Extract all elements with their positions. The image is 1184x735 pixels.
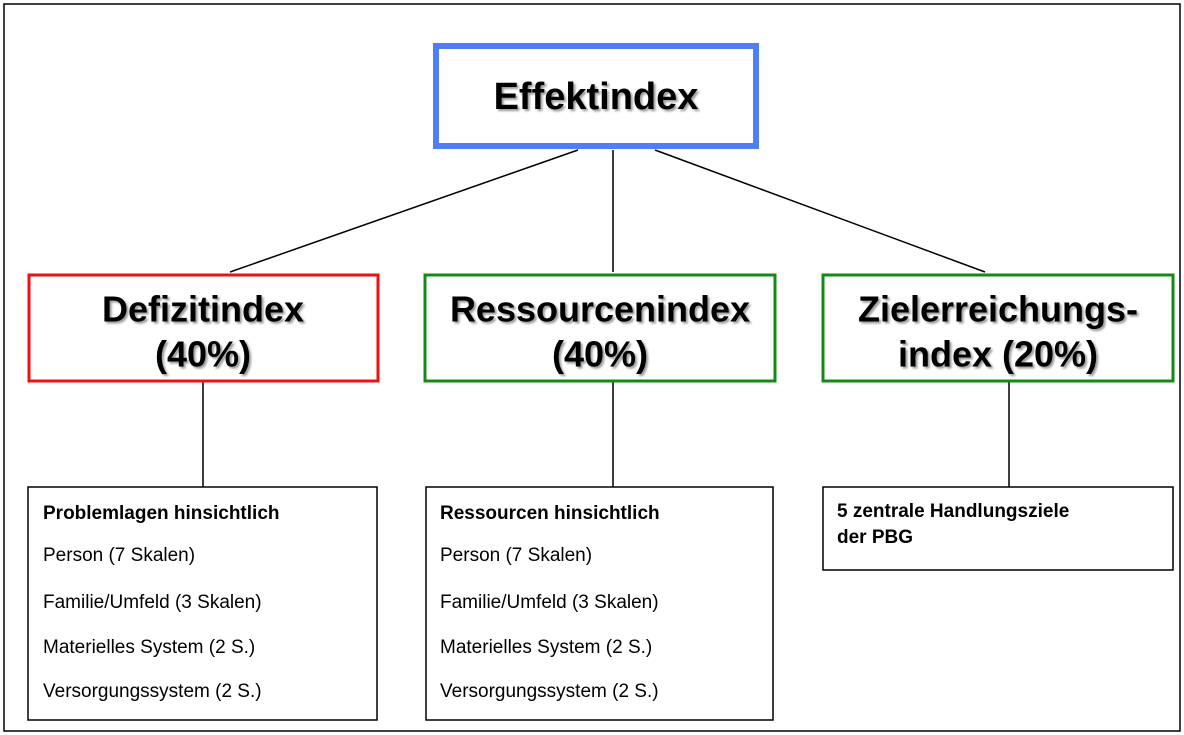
index-label: Zielerreichungs- [858,289,1138,330]
detail-item: Person (7 Skalen) [440,545,592,566]
detail-box [822,486,1174,571]
index-label: index (20%) [898,334,1098,375]
index-label: Defizitindex [102,289,304,330]
detail-item: Person (7 Skalen) [43,545,195,566]
index-box [423,273,777,383]
detail-heading: Ressourcen hinsichtlich [440,503,660,524]
index-label: (40%) [552,334,648,375]
detail-item: Familie/Umfeld (3 Skalen) [440,592,659,613]
root-box [433,43,759,149]
index-label: Ressourcenindex [450,289,750,330]
detail-item: Materielles System (2 S.) [440,637,652,658]
index-box [27,273,380,383]
root-label: Effektindex [494,76,699,118]
detail-item: Versorgungssystem (2 S.) [440,681,659,702]
detail-heading: Problemlagen hinsichtlich [43,503,280,524]
detail-box [27,486,378,721]
detail-item: Familie/Umfeld (3 Skalen) [43,592,262,613]
detail-heading: 5 zentrale Handlungsziele [837,501,1069,522]
connector [229,149,579,273]
index-label: (40%) [155,334,251,375]
index-box [821,273,1175,383]
frame [3,3,1181,732]
detail-heading: der PBG [837,527,913,548]
detail-item: Materielles System (2 S.) [43,637,255,658]
detail-item: Versorgungssystem (2 S.) [43,681,262,702]
connector [654,149,986,273]
detail-box [425,486,774,721]
